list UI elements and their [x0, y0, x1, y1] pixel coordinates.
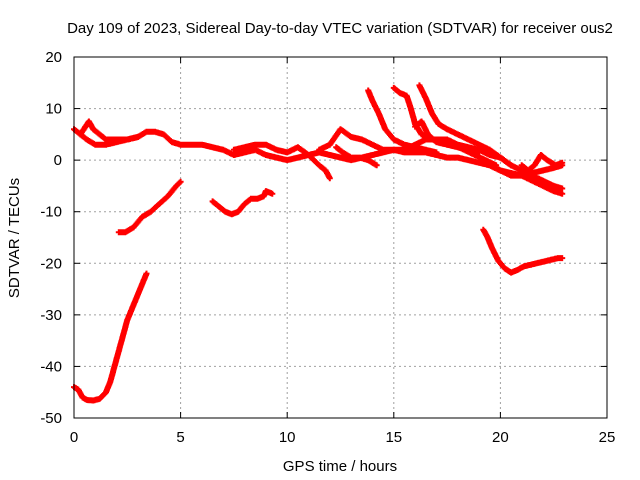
series-arc-13	[412, 118, 483, 156]
y-tick-label: 10	[45, 101, 62, 118]
series-arc-6	[77, 118, 141, 143]
data-point-markers	[518, 152, 566, 174]
y-axis-label: SDTVAR / TECUs	[6, 178, 23, 298]
x-tick-label: 10	[279, 429, 296, 446]
data-point-markers	[333, 144, 380, 169]
chart-title: Day 109 of 2023, Sidereal Day-to-day VTE…	[67, 20, 613, 37]
y-tick-label: -30	[40, 307, 62, 324]
x-tick-label: 25	[599, 429, 616, 446]
x-tick-label: 15	[385, 429, 402, 446]
plot-frame	[73, 56, 608, 419]
series-arc-14	[486, 162, 566, 197]
series-arc-10	[365, 87, 440, 156]
data-point-markers	[230, 141, 333, 182]
series-arc-15	[518, 152, 566, 174]
series-arc-2	[115, 178, 184, 236]
series-arc-9	[333, 144, 380, 169]
data-point-markers	[412, 118, 483, 156]
data-point-markers	[486, 162, 566, 197]
data-marks	[71, 82, 566, 404]
y-tick-label: -20	[40, 255, 62, 272]
x-tick-label: 20	[492, 429, 509, 446]
x-tick-label: 5	[176, 429, 184, 446]
data-point-markers	[115, 178, 184, 236]
series-arc-7	[230, 141, 333, 182]
series-arc-4	[480, 226, 566, 276]
y-tick-label: 0	[54, 152, 62, 169]
data-point-markers	[365, 87, 440, 156]
series-arc-3	[209, 188, 276, 218]
data-point-markers	[480, 226, 566, 276]
axis-ticks: 0 5 10 15 20 25 -50 -40 -30 -20 -10 0 10 20	[40, 49, 615, 446]
y-tick-label: -40	[40, 358, 62, 375]
y-tick-label: 20	[45, 49, 62, 66]
y-tick-label: -10	[40, 204, 62, 221]
x-tick-label: 0	[70, 429, 78, 446]
data-point-markers	[77, 118, 141, 143]
y-tick-label: -50	[40, 410, 62, 427]
data-point-markers	[416, 82, 566, 192]
x-axis-label: GPS time / hours	[283, 458, 397, 475]
data-point-markers	[209, 188, 276, 218]
series-arc-12	[416, 82, 566, 192]
